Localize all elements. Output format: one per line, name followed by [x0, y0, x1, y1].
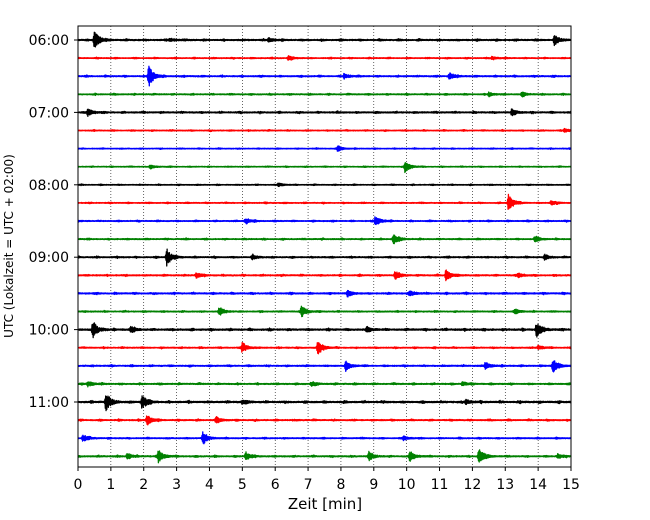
x-tick-label: 9 — [369, 477, 378, 493]
x-tick-label: 4 — [205, 477, 214, 493]
trace-row-1015 — [77, 341, 572, 355]
x-tick-label: 15 — [562, 477, 580, 493]
y-tick-label: 10:00 — [29, 323, 69, 339]
trace-rows — [77, 31, 572, 464]
trace-row-0645 — [77, 91, 572, 98]
x-tick-label: 0 — [74, 477, 83, 493]
trace-row-1130 — [77, 431, 572, 445]
trace-row-1100 — [77, 395, 572, 412]
trace-row-0745 — [77, 161, 572, 174]
trace-row-1045 — [77, 381, 572, 388]
trace-row-0900 — [77, 248, 572, 267]
trace-row-0815 — [77, 193, 572, 210]
x-tick-label: 5 — [238, 477, 247, 493]
x-tick-label: 13 — [496, 477, 514, 493]
trace-row-0700 — [77, 108, 572, 118]
x-axis-label: Zeit [min] — [288, 495, 362, 513]
x-tick-label: 11 — [431, 477, 449, 493]
trace-row-1000 — [77, 322, 572, 339]
trace-row-0800 — [77, 182, 572, 188]
y-tick-label: 07:00 — [29, 105, 69, 121]
plot-frame — [77, 25, 572, 468]
y-tick-label: 09:00 — [29, 250, 69, 266]
trace-row-0930 — [77, 289, 572, 298]
x-tick-label: 14 — [529, 477, 547, 493]
trace-row-1030 — [77, 360, 572, 373]
y-tick-label: 06:00 — [29, 33, 69, 49]
x-tick-label: 2 — [139, 477, 148, 493]
trace-row-1145 — [77, 449, 572, 464]
y-axis-ticks: 06:00 07:00 08:00 09:00 10:00 11:00 — [29, 33, 78, 411]
x-tick-label: 3 — [172, 477, 181, 493]
x-tick-label: 8 — [336, 477, 345, 493]
trace-row-0915 — [77, 269, 572, 282]
x-tick-label: 10 — [398, 477, 416, 493]
trace-row-0730 — [77, 145, 572, 152]
x-tick-label: 6 — [271, 477, 280, 493]
y-axis-label: UTC (Lokalzeit = UTC + 02:00) — [2, 154, 16, 338]
trace-row-0600 — [77, 31, 572, 48]
trace-row-0830 — [77, 216, 572, 226]
x-tick-label: 1 — [106, 477, 115, 493]
trace-row-0615 — [77, 55, 572, 61]
x-tick-label: 7 — [304, 477, 313, 493]
trace-row-0715 — [77, 127, 572, 133]
trace-row-1115 — [77, 415, 572, 426]
trace-row-0630 — [77, 65, 572, 87]
y-tick-label: 11:00 — [29, 395, 69, 411]
x-axis-ticks: 0 1 2 3 4 5 6 7 8 9 10 11 12 13 14 15 — [74, 467, 580, 493]
trace-row-0845 — [77, 234, 572, 245]
trace-row-0945 — [77, 305, 572, 318]
y-tick-label: 08:00 — [29, 178, 69, 194]
x-tick-label: 12 — [463, 477, 481, 493]
